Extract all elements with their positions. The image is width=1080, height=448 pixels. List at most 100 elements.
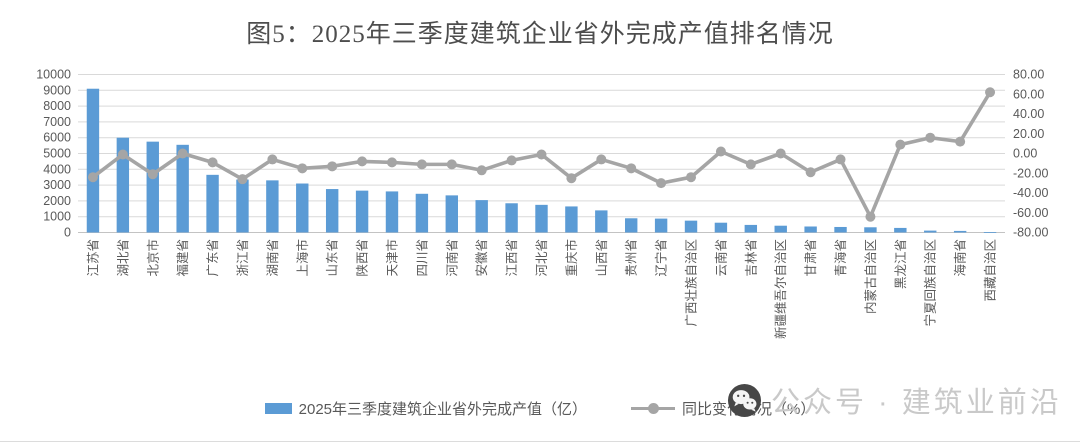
bar: [535, 204, 548, 233]
line-point: [297, 163, 308, 174]
line-point: [626, 163, 637, 174]
bar: [475, 200, 488, 233]
line-point: [177, 148, 188, 159]
category-label: 内蒙古自治区: [863, 239, 878, 314]
wechat-icon: [727, 383, 762, 417]
bottom-divider: [0, 441, 1080, 442]
line-point: [745, 159, 756, 170]
category-label: 辽宁省: [654, 239, 669, 277]
bar: [445, 195, 458, 233]
bar: [744, 224, 758, 233]
left-axis-tick: 6000: [43, 131, 71, 145]
left-axis-tick: 10000: [36, 68, 71, 82]
bar-series-swatch-icon: [264, 403, 292, 414]
line-point: [446, 159, 457, 170]
line-point: [566, 173, 577, 184]
category-label: 陕西省: [355, 239, 370, 277]
line-point: [686, 172, 697, 183]
category-label: 湖南省: [265, 239, 280, 277]
right-axis-tick: -60.00: [1013, 206, 1048, 220]
bar: [774, 225, 787, 233]
bar: [146, 141, 159, 233]
category-label: 甘肃省: [804, 239, 818, 277]
category-label: 云南省: [713, 239, 728, 277]
category-label: 西藏自治区: [984, 239, 998, 302]
bar: [595, 210, 608, 233]
bar: [953, 230, 967, 233]
line-point: [117, 149, 128, 160]
category-label: 宁夏回族自治区: [923, 239, 938, 327]
bar: [116, 137, 130, 233]
line-point: [87, 172, 98, 183]
bar: [625, 218, 638, 233]
line-point: [476, 165, 487, 176]
right-axis-tick: 60.00: [1013, 87, 1044, 101]
line-point: [715, 146, 726, 157]
line-point: [147, 169, 158, 180]
category-label: 江苏省: [85, 239, 100, 277]
bar: [86, 88, 100, 233]
line-point: [835, 154, 846, 165]
category-label: 吉林省: [744, 239, 758, 277]
line-point: [775, 148, 786, 159]
left-axis-tick: 9000: [43, 83, 71, 97]
line-point: [596, 154, 607, 165]
right-axis-tick: 20.00: [1013, 127, 1044, 141]
line-point: [955, 136, 966, 147]
bar: [924, 230, 937, 233]
bar: [834, 226, 847, 233]
category-label: 安徽省: [474, 239, 489, 277]
line-point: [865, 211, 876, 222]
left-axis-tick: 7000: [43, 115, 71, 129]
bar: [864, 227, 877, 233]
category-label: 河南省: [444, 239, 459, 277]
left-axis-tick: 3000: [43, 178, 71, 192]
category-label: 上海市: [295, 239, 310, 277]
line-point: [237, 174, 248, 185]
line-point: [985, 87, 996, 98]
category-label: 湖北省: [115, 239, 130, 277]
category-label: 黑龙江省: [894, 239, 908, 289]
category-label: 河北省: [535, 239, 549, 277]
category-label: 福建省: [175, 239, 190, 277]
left-axis-tick: 0: [64, 226, 71, 240]
line-point: [895, 139, 906, 150]
bar: [206, 174, 219, 233]
bar: [804, 226, 817, 233]
bar: [385, 191, 399, 233]
left-axis-tick: 2000: [43, 194, 71, 208]
category-label: 天津市: [384, 239, 399, 277]
left-axis-tick: 8000: [43, 99, 71, 113]
category-label: 新疆维吾尔自治区: [773, 239, 788, 339]
right-axis-tick: -20.00: [1013, 166, 1048, 180]
line-point: [416, 159, 427, 170]
bar: [684, 220, 698, 233]
watermark-text: 公众号 · 建筑业前沿: [771, 387, 1062, 419]
left-axis-tick: 4000: [43, 162, 71, 176]
bar: [894, 227, 907, 233]
line-point: [805, 167, 816, 178]
bar: [505, 203, 518, 233]
left-axis-tick: 5000: [43, 147, 71, 161]
chart-title: 图5：2025年三季度建筑企业省外完成产值排名情况: [246, 21, 834, 48]
right-axis-tick: -40.00: [1013, 186, 1048, 200]
bar: [176, 144, 189, 233]
bar: [355, 190, 369, 233]
line-point: [536, 149, 547, 160]
category-label: 广西壮族自治区: [685, 239, 699, 327]
category-label: 山东省: [326, 239, 340, 277]
bar: [415, 193, 429, 233]
line-point: [207, 157, 218, 168]
bar: [266, 180, 279, 233]
category-label: 江西省: [505, 239, 519, 277]
left-axis-tick: 1000: [43, 210, 71, 224]
bar: [236, 179, 249, 233]
line-point: [656, 178, 667, 189]
category-label: 北京市: [145, 239, 160, 277]
line-series-swatch-icon: [631, 403, 676, 414]
right-axis-tick: 0.00: [1013, 147, 1037, 161]
bar: [714, 222, 728, 233]
watermark: 公众号 · 建筑业前沿: [727, 379, 1062, 421]
